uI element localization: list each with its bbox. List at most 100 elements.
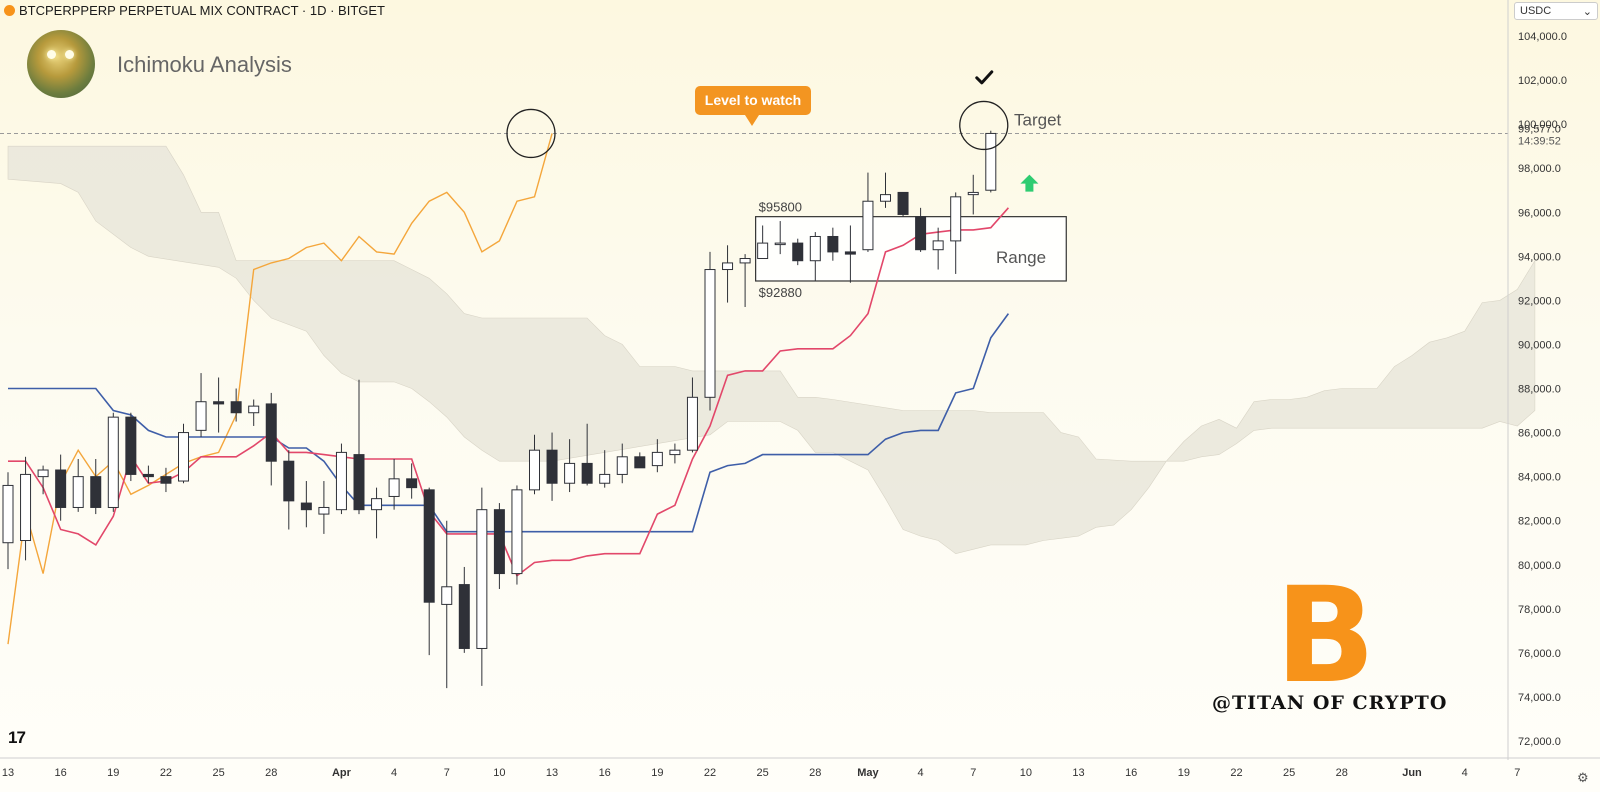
time-tick-label: 10: [1020, 767, 1032, 779]
time-tick-label: Apr: [332, 767, 352, 779]
bear-candle[interactable]: [353, 454, 365, 511]
bear-candle[interactable]: [458, 584, 470, 649]
avatar-eye-icon: [65, 50, 74, 59]
time-tick-label: Jun: [1402, 767, 1422, 779]
bear-candle[interactable]: [230, 401, 242, 414]
bull-candle[interactable]: [441, 586, 453, 605]
tradingview-logo[interactable]: 17: [8, 728, 26, 747]
bear-candle[interactable]: [423, 489, 435, 603]
bear-candle[interactable]: [792, 242, 804, 262]
time-tick-label: 19: [651, 767, 663, 779]
bull-candle[interactable]: [967, 191, 979, 196]
time-tick-label: 22: [160, 767, 172, 779]
price-tick-label: 100,000.0: [1518, 119, 1567, 131]
bull-candle[interactable]: [335, 451, 347, 511]
level-callout-pointer: [745, 115, 759, 126]
price-tick-label: 92,000.0: [1518, 295, 1561, 307]
bear-candle[interactable]: [300, 502, 312, 511]
range-label: Range: [996, 248, 1046, 267]
bear-candle[interactable]: [581, 462, 593, 484]
bull-candle[interactable]: [107, 416, 119, 508]
time-tick-label: 13: [1072, 767, 1084, 779]
price-tick-label: 104,000.0: [1518, 31, 1567, 43]
bear-candle[interactable]: [213, 401, 225, 405]
bull-candle[interactable]: [2, 484, 14, 544]
bull-candle[interactable]: [950, 196, 962, 242]
price-tick-label: 94,000.0: [1518, 251, 1561, 263]
bull-candle[interactable]: [809, 235, 821, 262]
time-tick-label: 13: [546, 767, 558, 779]
time-tick-label: 25: [212, 767, 224, 779]
time-tick-label: 22: [704, 767, 716, 779]
gear-icon[interactable]: ⚙: [1577, 770, 1589, 785]
time-tick-label: 22: [1230, 767, 1242, 779]
bull-candle[interactable]: [686, 396, 698, 451]
price-tick-label: 80,000.0: [1518, 560, 1561, 572]
bull-candle[interactable]: [20, 473, 32, 542]
bull-candle[interactable]: [195, 401, 207, 431]
avatar-eye-icon: [47, 50, 56, 59]
price-tick-label: 98,000.0: [1518, 163, 1561, 175]
bear-candle[interactable]: [897, 191, 909, 215]
price-tick-label: 74,000.0: [1518, 692, 1561, 704]
bull-candle[interactable]: [616, 456, 628, 475]
bear-candle[interactable]: [844, 251, 856, 255]
countdown-label: 14:39:52: [1518, 135, 1561, 147]
time-tick-label: May: [857, 767, 879, 779]
bull-candle[interactable]: [932, 240, 944, 251]
target-circle: [959, 100, 1009, 151]
bull-candle[interactable]: [72, 476, 84, 508]
price-tick-label: 86,000.0: [1518, 428, 1561, 440]
bull-candle[interactable]: [564, 462, 576, 484]
bitcoin-coin-icon: [4, 5, 15, 16]
bull-candle[interactable]: [178, 432, 189, 482]
time-tick-label: 28: [265, 767, 277, 779]
bull-candle[interactable]: [599, 473, 611, 484]
time-tick-label: 25: [757, 767, 769, 779]
bull-candle[interactable]: [985, 132, 997, 191]
bull-candle[interactable]: [388, 478, 400, 497]
bull-candle[interactable]: [248, 405, 260, 414]
target-label: Target: [1014, 110, 1062, 129]
range-low-label: $92880: [759, 285, 802, 300]
currency-selector[interactable]: USDC ⌄: [1514, 2, 1598, 20]
bear-candle[interactable]: [915, 216, 927, 251]
bull-candle[interactable]: [669, 449, 681, 456]
time-tick-label: 13: [2, 767, 14, 779]
time-tick-label: 7: [444, 767, 450, 779]
bear-candle[interactable]: [283, 460, 295, 502]
range-high-label: $95800: [759, 200, 802, 215]
bear-candle[interactable]: [546, 449, 558, 484]
ichimoku-cloud: [7, 145, 1536, 555]
bull-candle[interactable]: [739, 258, 751, 264]
bear-candle[interactable]: [634, 456, 646, 469]
symbol-title: BTCPERPPERP PERPETUAL MIX CONTRACT · 1D …: [19, 3, 385, 18]
bull-candle[interactable]: [37, 469, 49, 478]
time-tick-label: 25: [1283, 767, 1295, 779]
bear-candle[interactable]: [55, 469, 67, 508]
bull-candle[interactable]: [318, 506, 330, 515]
bull-candle[interactable]: [880, 194, 891, 202]
bear-candle[interactable]: [265, 403, 277, 462]
bear-candle[interactable]: [493, 509, 505, 575]
bull-candle[interactable]: [476, 509, 488, 649]
bull-candle[interactable]: [862, 200, 874, 251]
bear-candle[interactable]: [406, 478, 418, 489]
chevron-down-icon: ⌄: [1582, 5, 1592, 18]
time-tick-label: 28: [1336, 767, 1348, 779]
bull-candle[interactable]: [371, 498, 383, 511]
bull-candle[interactable]: [757, 242, 769, 260]
bull-candle[interactable]: [529, 449, 540, 491]
bull-candle[interactable]: [774, 242, 786, 246]
bull-candle[interactable]: [511, 489, 523, 575]
bull-candle[interactable]: [722, 262, 734, 271]
bear-candle[interactable]: [90, 476, 102, 508]
bull-candle[interactable]: [651, 451, 663, 467]
bear-candle[interactable]: [142, 473, 154, 478]
bear-candle[interactable]: [160, 476, 172, 484]
time-tick-label: 16: [1125, 767, 1137, 779]
bear-candle[interactable]: [827, 235, 839, 253]
bull-candle[interactable]: [704, 269, 716, 398]
bear-candle[interactable]: [125, 416, 137, 475]
